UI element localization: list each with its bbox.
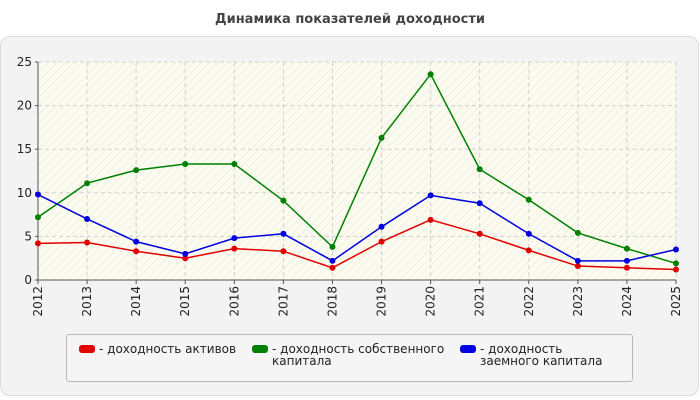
data-point-debt [673, 246, 679, 253]
data-point-debt [476, 200, 483, 207]
data-point-debt [623, 257, 630, 264]
data-point-debt [329, 257, 336, 264]
data-point-debt [35, 191, 41, 198]
y-tick-label: 10 [17, 186, 32, 200]
series-line-assets [37, 219, 677, 271]
data-point-assets [476, 230, 483, 237]
data-point-debt [84, 215, 91, 222]
data-point-assets [378, 238, 385, 245]
x-tick-label: 2021 [473, 286, 487, 317]
data-point-assets [182, 255, 189, 262]
data-point-equity [378, 134, 385, 141]
y-tick-label: 25 [17, 55, 32, 69]
x-tick-label: 2020 [424, 286, 438, 317]
data-point-equity [231, 161, 238, 168]
data-point-assets [133, 248, 140, 255]
data-point-debt [427, 192, 434, 199]
data-point-assets [280, 248, 287, 255]
legend-label-debt: - доходность заемного капитала [480, 342, 603, 368]
data-point-debt [133, 238, 140, 245]
y-tick-label: 0 [24, 273, 32, 287]
x-tick-label: 2023 [571, 286, 585, 317]
legend: - доходность активов - доходность собств… [66, 334, 633, 382]
y-tick-label: 5 [24, 229, 32, 243]
data-point-equity [182, 161, 189, 168]
data-point-equity [280, 197, 287, 204]
data-point-assets [329, 264, 336, 271]
data-point-equity [84, 180, 91, 187]
x-tick-label: 2012 [31, 286, 45, 317]
data-point-equity [525, 196, 532, 203]
legend-swatch-equity [252, 345, 268, 353]
data-point-assets [673, 266, 679, 273]
legend-item-debt: - доходность заемного капитала [460, 343, 625, 367]
data-point-equity [476, 166, 483, 173]
x-tick-label: 2015 [178, 286, 192, 317]
data-point-assets [623, 264, 630, 271]
series-line-equity [37, 72, 677, 265]
legend-swatch-assets [79, 345, 95, 353]
x-tick-label: 2022 [522, 286, 536, 317]
y-tick-label: 20 [17, 99, 32, 113]
data-point-assets [231, 245, 238, 252]
data-point-equity [574, 229, 581, 236]
data-point-debt [378, 223, 385, 230]
data-point-debt [525, 230, 532, 237]
data-point-equity [427, 71, 434, 78]
series [35, 71, 679, 273]
data-point-debt [280, 230, 287, 237]
data-point-equity [623, 245, 630, 252]
legend-swatch-debt [460, 345, 476, 353]
legend-label-equity: - доходность собственного капитала [272, 342, 445, 368]
x-tick-label: 2017 [276, 286, 290, 317]
data-point-assets [84, 239, 91, 246]
x-tick-label: 2016 [227, 286, 241, 317]
series-line-debt [37, 193, 677, 262]
legend-item-assets: - доходность активов [79, 343, 249, 355]
chart-title: Динамика показателей доходности [215, 12, 485, 27]
data-point-equity [673, 260, 679, 267]
data-point-debt [574, 257, 581, 264]
x-tick-label: 2024 [620, 286, 634, 317]
data-point-debt [182, 250, 189, 257]
legend-item-equity: - доходность собственного капитала [252, 343, 452, 367]
data-point-equity [329, 243, 336, 250]
x-tick-label: 2014 [129, 286, 143, 317]
legend-label-assets: - доходность активов [99, 342, 237, 356]
y-tick-label: 15 [17, 142, 32, 156]
data-point-equity [35, 214, 41, 221]
data-point-assets [427, 216, 434, 223]
data-point-assets [574, 263, 581, 270]
x-tick-label: 2025 [669, 286, 683, 317]
data-point-debt [231, 235, 238, 242]
data-point-assets [525, 247, 532, 254]
data-point-assets [35, 240, 41, 247]
x-tick-label: 2018 [325, 286, 339, 317]
data-point-equity [133, 167, 140, 174]
x-tick-label: 2019 [375, 286, 389, 317]
x-tick-label: 2013 [80, 286, 94, 317]
